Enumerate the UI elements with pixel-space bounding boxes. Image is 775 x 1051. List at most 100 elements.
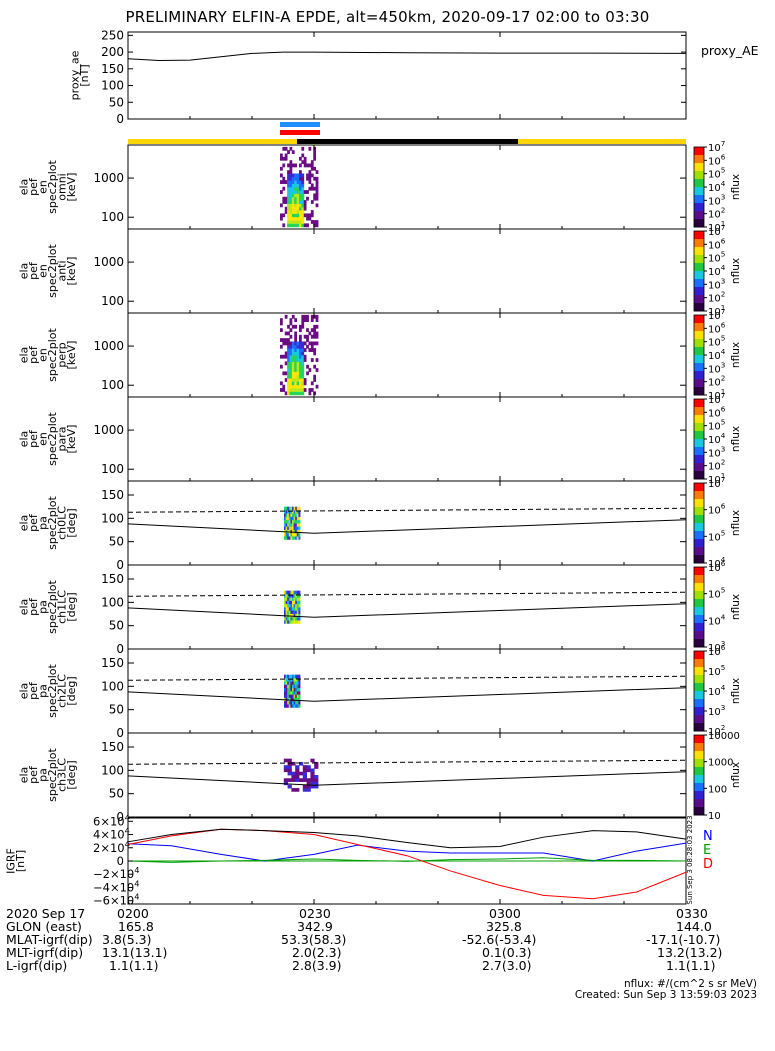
colorbar-cell	[694, 460, 704, 463]
colorbar-cell	[694, 619, 704, 621]
pa-cell	[284, 532, 286, 537]
pa-cell	[292, 590, 294, 595]
colorbar-cell	[694, 233, 704, 236]
colorbar-cell	[694, 439, 704, 441]
spectrogram-cell	[294, 381, 298, 386]
pa-cell	[287, 506, 290, 511]
spectrogram-cell	[310, 334, 314, 339]
colorbar-cell	[694, 524, 704, 527]
y-tick-label: 100	[101, 595, 124, 609]
spectrogram-cell	[299, 203, 302, 208]
pa-cell	[293, 613, 296, 618]
spectrogram-cell	[299, 223, 302, 228]
colorbar-cell	[694, 367, 704, 369]
colorbar-cell	[694, 463, 704, 465]
colorbar-cell	[694, 269, 704, 272]
pa-cell	[314, 775, 319, 779]
pa-cell	[290, 697, 293, 702]
colorbar-label: nflux	[730, 678, 742, 704]
pa-cell	[284, 691, 286, 695]
y-tick-label: −4×104	[93, 878, 140, 894]
pa-cell	[302, 784, 307, 789]
colorbar-cell	[694, 261, 704, 264]
spectrogram-cell	[303, 206, 307, 211]
spectrogram-cell	[287, 364, 290, 369]
colorbar: 10 100 1000 10000 nflux	[693, 731, 742, 822]
colorbar-cell	[694, 292, 704, 295]
pa-cell	[287, 677, 290, 682]
colorbar-cell	[694, 393, 704, 396]
colorbar-tick-label: 100	[708, 784, 727, 795]
colorbar-cell	[694, 613, 704, 616]
colorbar-cell	[694, 687, 704, 689]
colorbar-cell	[694, 497, 704, 500]
colorbar-cell	[694, 607, 704, 609]
pa-cell	[291, 788, 296, 792]
spectrogram-cell	[299, 170, 302, 174]
colorbar-cell	[694, 796, 704, 799]
pa-cell	[288, 597, 291, 601]
colorbar-cell	[694, 545, 704, 548]
colorbar-cell	[694, 676, 704, 679]
spectrogram-cell	[294, 324, 298, 329]
colorbar-cell	[694, 535, 704, 537]
axis-label-line: perp	[55, 342, 68, 367]
colorbar-cell	[694, 381, 704, 384]
footer-val: 2.8(3.9)	[292, 958, 342, 973]
pa-cell	[292, 600, 294, 605]
colorbar-cell	[694, 235, 704, 237]
pa-cell	[295, 681, 298, 685]
colorbar-cell	[694, 360, 704, 363]
spectrogram-cell	[301, 358, 305, 362]
colorbar-cell	[694, 259, 704, 261]
colorbar-cell	[694, 692, 704, 695]
axis-label-line: spec2plot	[46, 580, 59, 634]
pa-cell	[293, 590, 296, 595]
colorbar-cell	[694, 745, 704, 748]
spectrogram-cell	[306, 223, 309, 228]
colorbar-cell	[694, 624, 704, 627]
colorbar-cell	[694, 329, 704, 332]
pa-cell	[295, 516, 298, 521]
pa-cell	[295, 529, 298, 534]
colorbar-cell	[694, 187, 704, 189]
colorbar-cell	[694, 197, 704, 200]
spectrogram-cell	[284, 180, 288, 184]
pa-cell	[298, 674, 301, 679]
spectrogram-cell	[284, 196, 288, 201]
colorbar-cell	[694, 780, 704, 783]
spectrogram-cell	[306, 173, 309, 178]
colorbar-cell	[694, 801, 704, 804]
colorbar-cell	[694, 808, 704, 811]
colorbar-cell	[694, 735, 704, 737]
spectrogram-cell	[315, 170, 319, 174]
colorbar-cell	[694, 447, 704, 449]
spectrogram-cell	[303, 341, 307, 346]
colorbar-cell	[694, 165, 704, 168]
colorbar-cell	[694, 175, 704, 177]
spectrogram-cell	[315, 183, 319, 188]
colorbar-cell	[694, 757, 704, 760]
colorbar-tick-label: 103	[708, 360, 725, 375]
pa-cell	[295, 620, 298, 624]
spectrogram-cell	[296, 203, 300, 208]
spectrogram-frame	[127, 228, 687, 314]
pa-cell	[284, 526, 286, 530]
spectrogram-cell	[313, 166, 317, 171]
colorbar-frame	[693, 482, 705, 564]
spectrogram-cell	[289, 196, 293, 201]
axis-label-line: pef	[27, 597, 40, 616]
spectrogram-cell	[289, 358, 293, 362]
spectrogram-cell	[310, 341, 314, 346]
colorbar-cell	[694, 319, 704, 321]
pa-cell	[298, 694, 301, 698]
spectrogram-cell	[299, 381, 302, 386]
pa-cell	[296, 607, 299, 611]
spectrogram-cell	[301, 348, 305, 352]
pa-cell	[292, 593, 294, 598]
colorbar-label: nflux	[730, 762, 742, 788]
colorbar-cell	[694, 404, 704, 407]
pa-cell	[296, 590, 299, 595]
y-tick-label: 50	[109, 535, 124, 549]
axis-label-line: [deg]	[65, 676, 78, 705]
